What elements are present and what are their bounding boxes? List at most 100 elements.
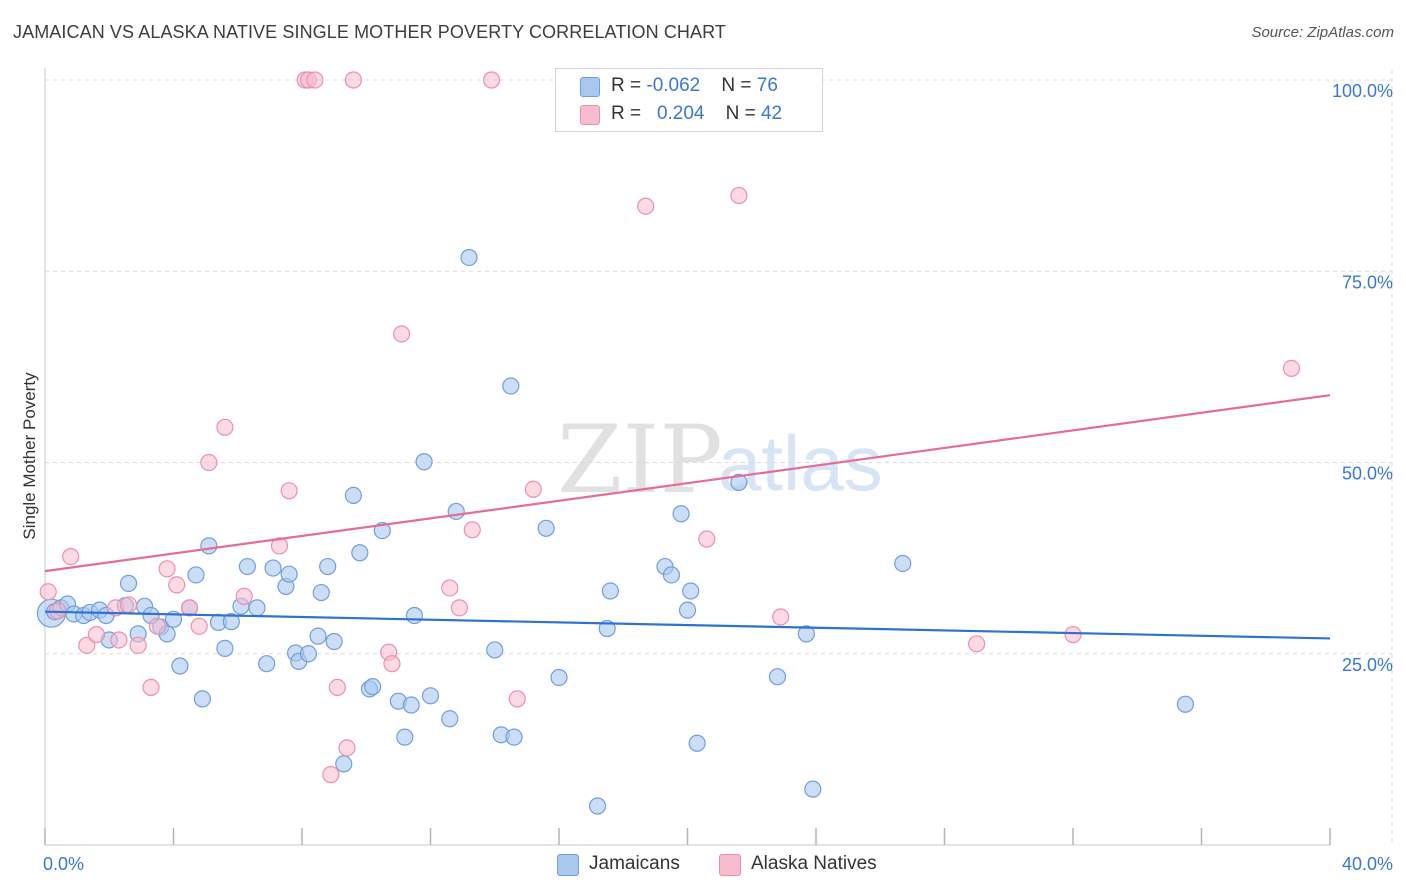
jamaicans-point (601, 582, 620, 600)
alaska-natives-point (158, 560, 176, 578)
tick-labels: 25.0% 50.0% 75.0% 100.0% 0.0% 40.0% (43, 81, 1393, 874)
jamaicans-point (364, 678, 382, 696)
jamaicans-point (415, 453, 433, 471)
x-tick-label: 0.0% (43, 854, 84, 874)
alaska-natives-point (280, 482, 298, 500)
alaska-natives-point (772, 608, 790, 626)
jamaicans-point (216, 639, 234, 657)
jamaicans-point (200, 537, 218, 555)
alaska-natives-point (148, 617, 167, 635)
jamaicans-point (672, 505, 690, 523)
jamaicans-point (550, 668, 568, 687)
alaska-natives-point (190, 617, 208, 635)
jamaicans-swatch (580, 77, 600, 97)
alaska-natives-point (119, 596, 138, 614)
jamaicans-point (309, 627, 327, 645)
legend-label-alaska-natives: Alaska Natives (751, 853, 877, 874)
axes (44, 68, 1331, 846)
y-tick-label: 75.0% (1342, 272, 1393, 292)
jamaicans-point (396, 728, 414, 746)
y-tick-label: 50.0% (1342, 464, 1393, 484)
jamaicans-point (171, 657, 189, 675)
jamaicans-point (505, 728, 523, 746)
jamaicans-point (447, 502, 465, 521)
y-axis-label: Single Mother Poverty (20, 372, 39, 540)
alaska-natives-point (142, 678, 160, 697)
legend-r-value: -0.062 (646, 75, 701, 96)
jamaicans-point (688, 734, 706, 752)
alaska-natives-point (39, 583, 57, 601)
chart-source: Source: ZipAtlas.com (1251, 24, 1394, 41)
jamaicans-point (222, 613, 240, 631)
alaska-natives-point (637, 197, 655, 215)
jamaicans-point (588, 797, 607, 815)
alaska-natives-point (344, 71, 362, 89)
jamaicans-point (894, 554, 912, 573)
alaska-natives-point (322, 766, 340, 784)
alaska-natives-point (270, 537, 289, 555)
jamaicans-point (319, 557, 337, 576)
legend-n-value: 76 (756, 75, 778, 96)
x-tick-label: 40.0% (1342, 854, 1393, 874)
jamaicans-point (486, 641, 504, 659)
alaska-natives-point (200, 453, 218, 472)
alaska-natives-point (1064, 626, 1082, 644)
alaska-natives-point (463, 521, 481, 539)
chart-title: JAMAICAN VS ALASKA NATIVE SINGLE MOTHER … (13, 22, 726, 42)
jamaicans-point (662, 566, 681, 584)
alaska-natives-point (78, 636, 96, 654)
alaska-natives-point (87, 626, 106, 644)
alaska-natives-point (168, 576, 186, 594)
jamaicans-point (804, 780, 822, 798)
alaska-natives-point (338, 739, 356, 757)
alaska-natives-point (306, 71, 324, 89)
alaska-natives-point (383, 655, 401, 673)
jamaicans-point (351, 544, 369, 562)
jamaicans-point (537, 519, 555, 537)
alaska-natives-point (235, 587, 253, 605)
jamaicans-point (325, 632, 343, 651)
jamaicans-points (36, 248, 1195, 815)
correlation-legend: R = -0.062 N = 76 R = 0.204 N = 42 (555, 68, 823, 132)
jamaicans-point (797, 625, 815, 643)
legend-r-label: R = (611, 103, 647, 124)
alaska-natives-point (441, 579, 459, 597)
jamaicans-point (119, 574, 138, 592)
alaska-natives-point (730, 186, 748, 205)
alaska-natives-swatch (719, 854, 741, 876)
alaska-natives-point (180, 599, 199, 617)
jamaicans-point (682, 582, 700, 600)
jamaicans-point (258, 655, 276, 673)
jamaicans-point (768, 668, 787, 686)
legend-label-jamaicans: Jamaicans (589, 853, 680, 874)
jamaicans-point (187, 566, 205, 584)
jamaicans-point (280, 565, 298, 583)
trend-lines (44, 394, 1331, 640)
legend-n-label: N = (721, 75, 757, 96)
alaska-natives-point (968, 635, 986, 653)
jamaicans-point (299, 645, 318, 663)
jamaicans-swatch (557, 854, 579, 876)
jamaicans-point (312, 583, 330, 602)
jamaicans-point (502, 377, 520, 395)
alaska-natives-swatch (580, 105, 600, 125)
alaska-natives-point (216, 418, 234, 436)
jamaicans-trend-line (44, 610, 1331, 640)
jamaicans-point (335, 755, 353, 773)
alaska-natives-trend-line (44, 394, 1331, 573)
alaska-natives-point (1282, 359, 1301, 378)
legend-n-label: N = (725, 103, 761, 124)
legend-r-value: 0.204 (656, 103, 705, 124)
legend-r-label: R = (611, 75, 647, 96)
alaska-natives-point (698, 530, 716, 548)
alaska-natives-point (450, 599, 469, 617)
alaska-natives-point (110, 631, 128, 649)
jamaicans-point (405, 606, 424, 625)
y-tick-label: 100.0% (1332, 81, 1393, 101)
jamaicans-point (344, 486, 362, 504)
jamaicans-point (441, 710, 459, 728)
jamaicans-point (1176, 695, 1195, 713)
jamaicans-point (730, 473, 748, 491)
jamaicans-point (421, 687, 440, 705)
